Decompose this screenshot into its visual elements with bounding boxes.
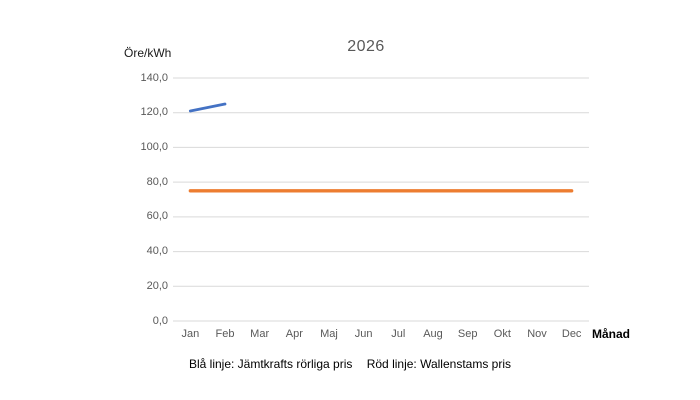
x-tick-label: Aug bbox=[423, 328, 443, 340]
x-tick-label: Okt bbox=[493, 328, 511, 340]
x-tick-label: Dec bbox=[561, 328, 582, 340]
y-tick-label: 20,0 bbox=[146, 279, 168, 292]
chart-caption: Blå linje: Jämtkrafts rörliga pris Röd l… bbox=[0, 357, 700, 371]
y-tick-label: 140,0 bbox=[140, 71, 168, 84]
y-tick-label: 60,0 bbox=[146, 210, 168, 223]
x-axis-title: Månad bbox=[592, 327, 631, 341]
y-axis-title: Öre/kWh bbox=[124, 46, 172, 60]
x-tick-label: Jun bbox=[354, 328, 373, 340]
x-tick-label: Apr bbox=[285, 328, 303, 340]
caption-red-line: Röd linje: Wallenstams pris bbox=[366, 357, 511, 371]
y-tick-label: 40,0 bbox=[146, 245, 168, 258]
x-tick-label: Sep bbox=[457, 328, 478, 340]
y-tick-label: 100,0 bbox=[140, 140, 168, 153]
x-tick-label: Mar bbox=[250, 328, 270, 340]
x-tick-label: Nov bbox=[527, 328, 547, 340]
caption-blue-line: Blå linje: Jämtkrafts rörliga pris bbox=[188, 357, 353, 371]
x-tick-label: Maj bbox=[320, 328, 338, 340]
y-tick-label: 120,0 bbox=[140, 106, 168, 119]
chart-title: 2026 bbox=[347, 38, 385, 55]
x-tick-label: Jul bbox=[391, 328, 406, 340]
y-tick-label: 0,0 bbox=[152, 314, 168, 327]
x-tick-label: Jan bbox=[181, 328, 200, 340]
y-tick-label: 80,0 bbox=[146, 175, 168, 188]
series-line-j-mtkrafts-r-rliga-pris bbox=[188, 102, 227, 113]
x-tick-label: Feb bbox=[215, 328, 235, 340]
